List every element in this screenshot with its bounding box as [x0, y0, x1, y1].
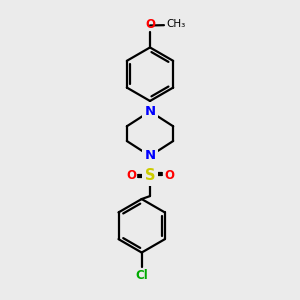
- Text: Cl: Cl: [135, 269, 148, 282]
- Text: CH₃: CH₃: [166, 19, 185, 29]
- Text: O: O: [126, 169, 136, 182]
- Text: N: N: [144, 149, 156, 162]
- Text: O: O: [145, 18, 155, 31]
- Text: S: S: [145, 168, 155, 183]
- Text: O: O: [164, 169, 174, 182]
- Text: N: N: [144, 105, 156, 118]
